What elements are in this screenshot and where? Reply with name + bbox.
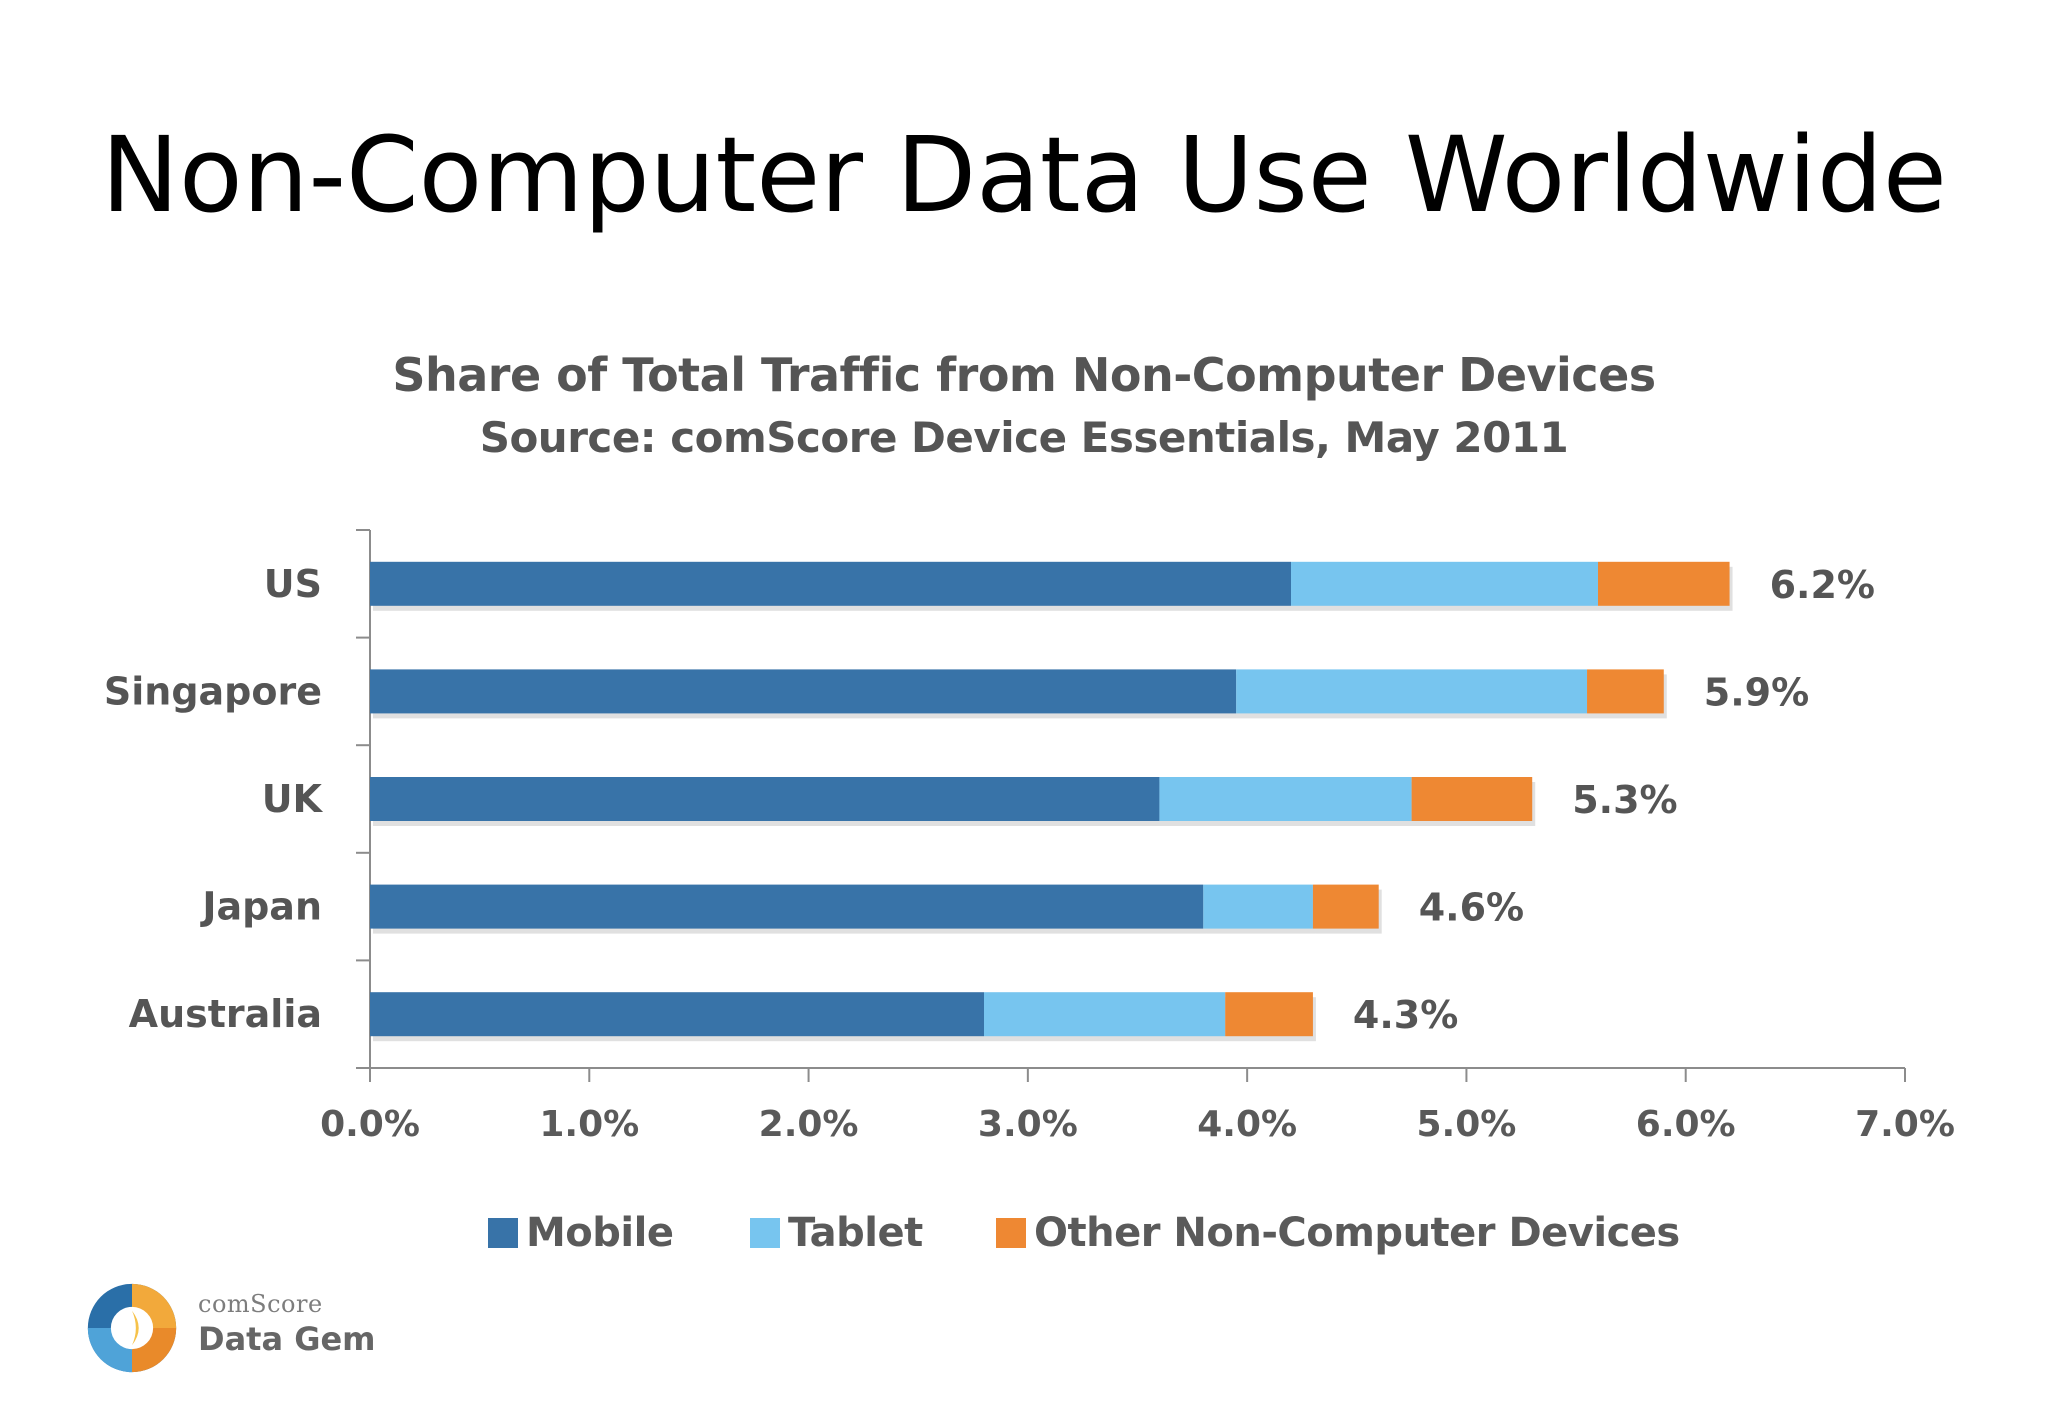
chart-legend: Mobile Tablet Other Non-Computer Devices [0, 1210, 2048, 1270]
bar-segment-other-non-computer-devices [1598, 561, 1730, 606]
category-label: Singapore [104, 669, 322, 713]
legend-item-mobile: Mobile [488, 1210, 674, 1256]
chart-title: Share of Total Traffic from Non-Computer… [392, 348, 1656, 402]
x-tick-label: 2.0% [759, 1104, 859, 1145]
chart-bars [370, 561, 1733, 1042]
x-tick-label: 3.0% [978, 1104, 1078, 1145]
category-label: Japan [199, 885, 322, 929]
bar-segment-mobile [370, 669, 1237, 714]
total-label: 4.3% [1353, 993, 1458, 1037]
legend-item-tablet: Tablet [750, 1210, 923, 1256]
legend-label-tablet: Tablet [788, 1210, 923, 1256]
bar-segment-mobile [370, 992, 984, 1037]
x-tick-label: 1.0% [539, 1104, 639, 1145]
bar-segment-tablet [1203, 884, 1313, 929]
x-tick-label: 7.0% [1855, 1104, 1955, 1145]
total-label: 6.2% [1770, 563, 1875, 607]
category-label: UK [262, 777, 324, 821]
bar-segment-mobile [370, 561, 1291, 606]
bar-segment-other-non-computer-devices [1587, 669, 1664, 714]
legend-item-other: Other Non-Computer Devices [996, 1210, 1680, 1256]
total-label: 5.9% [1704, 670, 1809, 714]
data-gem-logo-icon [87, 1283, 177, 1373]
comscore-logo: comScore Data Gem [84, 1272, 404, 1373]
category-label: US [264, 562, 322, 606]
bar-segment-tablet [1236, 669, 1588, 714]
logo-bottom-text: Data Gem [198, 1320, 376, 1358]
bar-segment-tablet [1159, 777, 1412, 821]
slide-title: Non-Computer Data Use Worldwide [101, 114, 1947, 236]
legend-swatch-mobile [488, 1218, 518, 1248]
x-tick-label: 6.0% [1636, 1104, 1736, 1145]
bar-segment-other-non-computer-devices [1225, 992, 1313, 1037]
x-tick-label: 0.0% [320, 1104, 420, 1145]
legend-swatch-other [996, 1218, 1026, 1248]
bar-segment-tablet [984, 992, 1226, 1037]
total-label: 5.3% [1572, 778, 1677, 822]
legend-swatch-tablet [750, 1218, 780, 1248]
legend-label-mobile: Mobile [526, 1210, 674, 1256]
bar-segment-other-non-computer-devices [1411, 777, 1533, 821]
bar-segment-mobile [370, 884, 1204, 929]
logo-top-text: comScore [198, 1290, 323, 1318]
chart-labels: 0.0% 1.0% 2.0% 3.0% 4.0% 5.0% 6.0% 7.0% US 6.2% Si… [104, 562, 1955, 1145]
total-label: 4.6% [1419, 886, 1524, 930]
x-tick-label: 4.0% [1197, 1104, 1297, 1145]
legend-label-other: Other Non-Computer Devices [1034, 1210, 1680, 1256]
bar-segment-tablet [1291, 561, 1598, 606]
chart-axes [356, 529, 1906, 1082]
category-label: Australia [129, 992, 322, 1036]
x-tick-label: 5.0% [1417, 1104, 1517, 1145]
bar-segment-mobile [370, 777, 1160, 821]
bar-segment-other-non-computer-devices [1312, 884, 1379, 929]
chart-subtitle: Source: comScore Device Essentials, May … [479, 413, 1569, 462]
